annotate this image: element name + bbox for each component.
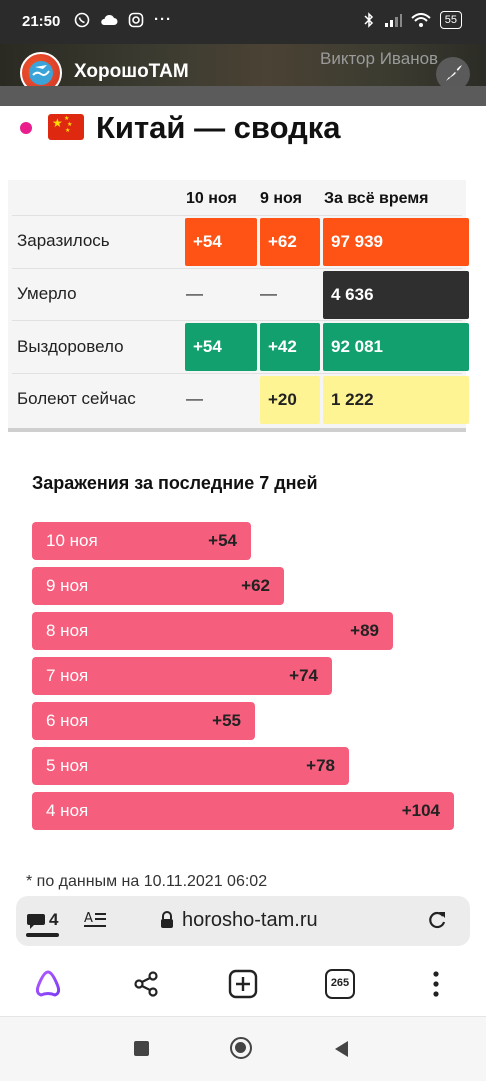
globe-plane-icon [29,61,53,85]
share-icon[interactable] [132,970,160,998]
summary-table-shadow [8,428,466,432]
deaths-total-cell: 4 636 [323,271,469,319]
chart-bar-date: 4 ноя [46,801,89,820]
signal-icon [384,14,402,27]
battery-indicator: 55 [439,11,462,29]
chart-bar: 6 ноя +55 [32,702,255,740]
status-bar: 21:50 ··· 55 [0,0,486,44]
chart-title: Заражения за последние 7 дней [32,473,318,493]
chart-bar-date: 6 ноя [46,711,89,730]
browser-nav-bar: 265 [0,956,486,1012]
column-header: 10 ноя [186,190,237,207]
menu-dots-icon[interactable] [428,968,444,1000]
row-divider [12,215,462,216]
status-left-icons: ··· [74,11,172,28]
row-divider [12,320,462,321]
chart-bar-value: +89 [350,621,379,640]
chart-bar-date: 5 ноя [46,756,89,775]
recovered-yesterday-cell: +42 [260,323,320,371]
deaths-today-cell: — [186,284,203,303]
data-footnote: * по данным на 10.11.2021 06:02 [26,873,268,890]
more-dots-icon: ··· [154,11,172,28]
active-total-cell: 1 222 [323,376,469,424]
chart-bar-value: +54 [208,531,237,550]
wifi-icon [411,13,431,27]
status-right-icons: 55 [363,11,462,29]
row-label-infected: Заразилось [17,231,110,250]
chart-bar: 10 ноя +54 [32,522,251,560]
recent-apps-button[interactable] [134,1041,149,1056]
row-divider [12,268,462,269]
status-time: 21:50 [22,13,61,30]
site-name[interactable]: ХорошоТАМ [74,61,189,82]
active-today-cell: — [186,389,203,408]
chart-bar-value: +62 [241,576,270,595]
active-yesterday-cell: +20 [260,376,320,424]
home-button[interactable] [230,1037,252,1059]
chart-bar-value: +104 [401,801,440,820]
chart-bar: 7 ноя +74 [32,657,332,695]
reader-mode-icon[interactable]: A [84,909,108,931]
page-title: Китай — сводка [96,110,341,145]
chart-bar: 5 ноя +78 [32,747,349,785]
tabs-count: 265 [330,977,350,989]
row-label-recovered: Выздоровело [17,337,124,356]
instagram-icon [128,12,144,27]
tabs-count-button[interactable]: 265 [325,969,355,999]
chart-bar-date: 8 ноя [46,621,89,640]
chart-bar-value: +78 [306,756,335,775]
infected-yesterday-cell: +62 [260,218,320,266]
column-header: За всё время [324,190,429,207]
row-label-active: Болеют сейчас [17,389,136,408]
comment-underline [26,933,59,937]
comment-icon[interactable] [26,912,46,930]
address-bar[interactable]: 4 A horosho-tam.ru [16,896,470,946]
chart-bar-value: +74 [289,666,318,685]
url-text[interactable]: horosho-tam.ru [182,909,318,931]
recovered-today-cell: +54 [185,323,257,371]
chart-bar-date: 9 ноя [46,576,89,595]
new-tab-icon[interactable] [228,969,258,999]
chart-bar: 8 ноя +89 [32,612,393,650]
lock-icon [161,911,173,928]
alice-assistant-icon[interactable] [30,966,66,1002]
chart-bar-date: 10 ноя [46,531,98,550]
header-shadow-bar [0,86,486,106]
back-button[interactable] [332,1039,350,1059]
bluetooth-icon [364,12,373,28]
comment-count[interactable]: 4 [49,910,59,929]
refresh-icon[interactable] [426,909,448,931]
home-inner-dot [235,1042,246,1053]
row-label-deaths: Умерло [17,284,77,303]
rocket-icon [446,65,462,81]
status-dot [20,122,32,134]
deaths-yesterday-cell: — [260,284,277,303]
infected-total-cell: 97 939 [323,218,469,266]
row-divider [12,373,462,374]
infected-today-cell: +54 [185,218,257,266]
recovered-total-cell: 92 081 [323,323,469,371]
system-nav-bar [0,1016,486,1081]
china-flag-icon: ★ ★ ★ ★ [48,114,84,140]
chart-bar: 9 ноя +62 [32,567,284,605]
svg-text:A: A [84,911,93,926]
viber-icon [74,12,90,27]
cloud-icon [101,14,118,25]
rocket-button[interactable] [436,57,470,91]
user-name[interactable]: Виктор Иванов [320,49,439,68]
column-header: 9 ноя [260,190,302,207]
chart-bar-value: +55 [212,711,241,730]
chart-bar: 4 ноя +104 [32,792,454,830]
chart-bar-date: 7 ноя [46,666,89,685]
